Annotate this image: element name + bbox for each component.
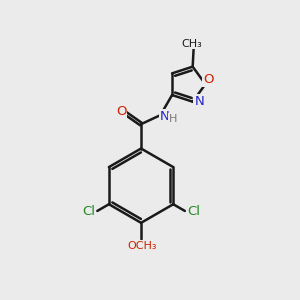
Text: Cl: Cl [82,205,95,218]
Text: O: O [116,105,126,119]
Text: N: N [160,110,169,123]
Text: H: H [169,114,177,124]
Text: O: O [203,73,214,86]
Text: Cl: Cl [187,205,200,218]
Text: OCH₃: OCH₃ [128,241,157,251]
Text: CH₃: CH₃ [182,38,202,49]
Text: N: N [194,94,204,108]
